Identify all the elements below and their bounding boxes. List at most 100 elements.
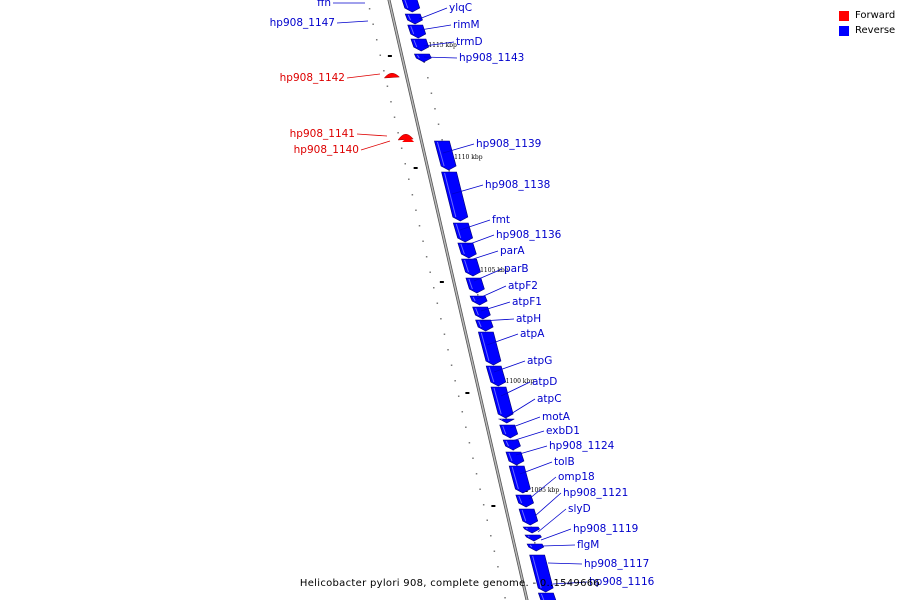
- gene-block-highlight: [413, 39, 418, 48]
- gene-label-hp908-1117: hp908_1117: [584, 558, 649, 570]
- gene-block-highlight: [416, 54, 420, 59]
- axis-tick-dot: [386, 85, 389, 87]
- gene-leader-line: [423, 41, 455, 47]
- axis-tick-dot: [383, 70, 385, 72]
- reverse-gene-block: [434, 140, 457, 171]
- legend-label-reverse: Reverse: [855, 25, 896, 36]
- axis-tick-dot: [516, 464, 518, 466]
- gene-block-highlight: [521, 509, 527, 522]
- gene-leader-line: [336, 20, 369, 24]
- genome-title-text: Helicobacter pylori 908, complete genome…: [299, 578, 601, 589]
- reverse-gene-block: [441, 171, 469, 222]
- axis-tick-dot: [397, 132, 399, 134]
- gene-leader-line: [519, 461, 553, 475]
- gene-label-atpf2: atpF2: [508, 280, 538, 292]
- legend-label-forward: Forward: [855, 10, 896, 21]
- reverse-gene-block: [499, 424, 519, 439]
- axis-tick-dot: [497, 566, 499, 568]
- strand-legend: Forward Reverse: [839, 8, 895, 38]
- axis-tick-dot: [415, 209, 417, 211]
- gene-block-highlight: [475, 307, 479, 316]
- gene-label-atpg: atpG: [527, 355, 552, 367]
- kbp-label: 1110 kbp: [454, 154, 483, 161]
- kbp-label: 1105 kbp: [480, 267, 509, 274]
- axis-tick-dot: [430, 92, 433, 94]
- gene-leader-line: [451, 184, 484, 195]
- axis-tick-dot: [450, 364, 453, 366]
- axis-tick-dot: [418, 225, 421, 227]
- forward-gene-block: [383, 73, 400, 79]
- gene-leader-line: [423, 56, 458, 59]
- axis-tick-dot: [379, 54, 382, 56]
- reverse-gene-block: [522, 526, 541, 534]
- axis-tick-dot: [441, 139, 443, 141]
- gene-label-atpf1: atpF1: [512, 296, 542, 308]
- gene-label-trmd: trmD: [456, 36, 483, 48]
- reverse-gene-block: [457, 242, 477, 259]
- reverse-gene-block: [404, 13, 423, 25]
- kbp-label: 1095 kbp: [531, 487, 560, 494]
- gene-label-slyd: slyD: [568, 503, 591, 515]
- reverse-gene-block: [472, 306, 491, 320]
- axis-tick-dot: [375, 39, 378, 41]
- gene-label-hp908-1138: hp908_1138: [485, 179, 550, 191]
- gene-label-atpc: atpC: [537, 393, 562, 405]
- gene-label-omp18: omp18: [558, 471, 595, 483]
- reverse-gene-block: [529, 554, 554, 593]
- gene-leader-line: [418, 7, 448, 20]
- gene-label-atpa: atpA: [520, 328, 545, 340]
- reverse-gene-block: [502, 439, 521, 451]
- gene-block-highlight: [404, 0, 409, 9]
- legend-item-forward: Forward: [839, 8, 895, 23]
- gene-label-atpd: atpD: [532, 376, 557, 388]
- axis-tick-dot: [393, 116, 396, 118]
- gene-label-mota: motA: [542, 411, 571, 423]
- forward-gene-block: [402, 138, 415, 142]
- axis-tick-dot: [434, 108, 436, 110]
- axis-tick-dot: [448, 170, 450, 172]
- gene-leader-line: [473, 268, 503, 282]
- gene-block-highlight: [518, 495, 523, 504]
- gene-block-highlight: [493, 387, 502, 415]
- gene-leader-line: [469, 250, 499, 261]
- gene-block-highlight: [532, 555, 542, 589]
- kbp-label: 1115 kbp: [428, 42, 457, 49]
- gene-label-atph: atpH: [516, 313, 541, 325]
- gene-label-ylqc: ylqC: [449, 2, 472, 14]
- axis-tick-dot: [404, 163, 406, 165]
- gene-label-hp908-1139: hp908_1139: [476, 138, 541, 150]
- axis-tick-dot: [447, 349, 449, 351]
- gene-block-highlight: [488, 366, 495, 383]
- reverse-gene-block: [461, 258, 481, 277]
- reverse-gene-block: [475, 319, 494, 332]
- gene-leader-line: [419, 24, 452, 31]
- gene-leader-line: [356, 133, 388, 137]
- axis-tick-dot: [504, 597, 506, 599]
- axis-tick-dot: [425, 256, 428, 258]
- axis-tick-dot: [443, 333, 446, 335]
- gene-leader-line: [541, 544, 576, 547]
- axis-tick-dot: [472, 457, 474, 459]
- gene-label-rimm: rimM: [453, 19, 480, 31]
- legend-item-reverse: Reverse: [839, 23, 895, 38]
- axis-tick-dot: [490, 535, 492, 537]
- gene-block-highlight: [501, 418, 503, 421]
- gene-block-highlight: [455, 223, 462, 239]
- gene-label-tolb: tolB: [554, 456, 575, 468]
- axis-tick-dot: [465, 426, 467, 428]
- axis-tick-dot: [400, 147, 403, 149]
- reverse-gene-block: [452, 222, 474, 243]
- gene-leader-line: [511, 430, 545, 442]
- axis-tick-dot: [436, 302, 439, 304]
- reverse-gene-block: [469, 295, 488, 306]
- reverse-gene-block: [505, 451, 525, 466]
- gene-block-highlight: [407, 14, 411, 21]
- gene-label-hp908-1136: hp908_1136: [496, 229, 562, 241]
- gene-leader-line: [480, 318, 515, 322]
- reverse-gene-block: [490, 386, 514, 419]
- gene-block-highlight: [525, 527, 528, 530]
- reverse-gene-block: [410, 38, 430, 52]
- gene-leader-line: [500, 381, 531, 397]
- gene-label-fmt: fmt: [492, 214, 510, 226]
- axis-tick-dot: [411, 194, 414, 196]
